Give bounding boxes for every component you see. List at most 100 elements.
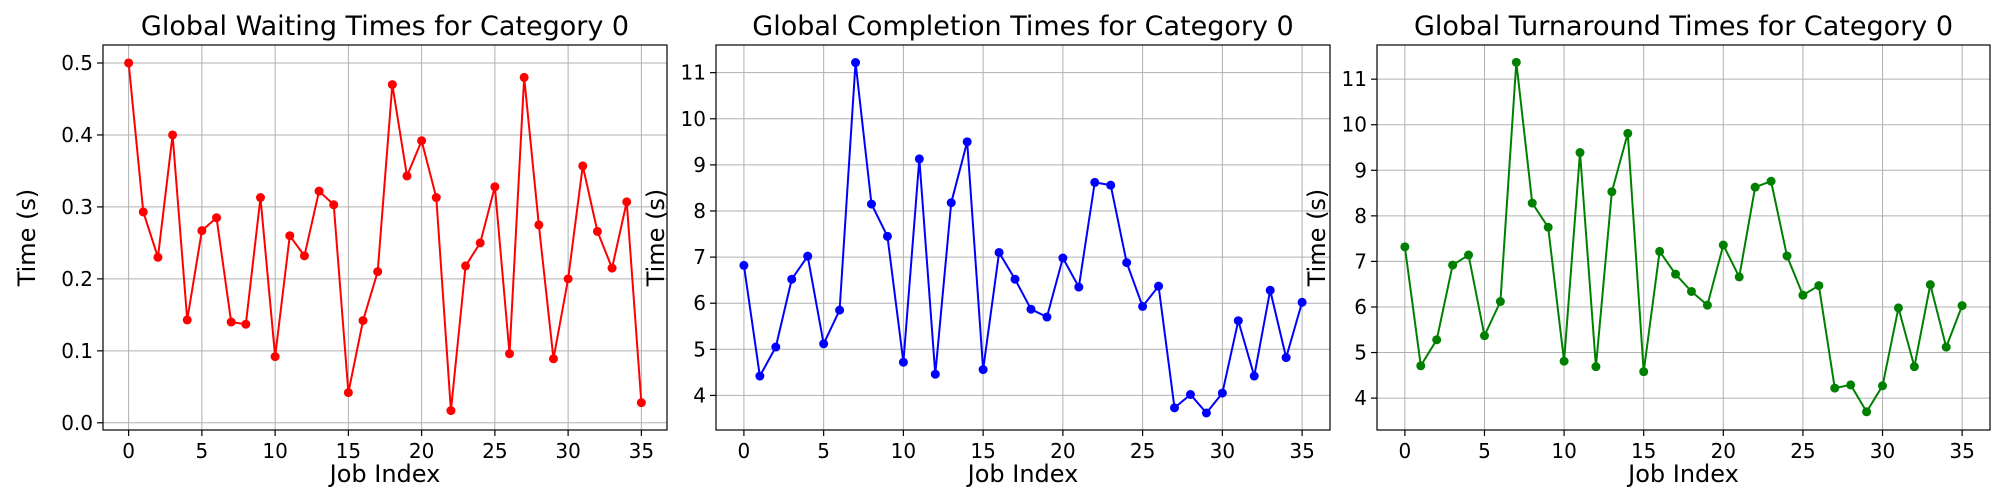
completion-x-tick-label: 10 (891, 439, 916, 463)
turnaround-data-point (1686, 286, 1696, 296)
waiting-x-tick-label: 35 (629, 439, 654, 463)
completion-x-tick-label: 35 (1289, 439, 1314, 463)
completion-data-point (787, 274, 797, 284)
turnaround-data-point (1830, 383, 1840, 393)
completion-data-point (1170, 403, 1180, 413)
completion-data-point (914, 154, 924, 164)
turnaround-y-tick-label: 5 (1354, 341, 1367, 365)
waiting-x-tick-label: 5 (196, 439, 209, 463)
completion-data-point (1010, 274, 1020, 284)
completion-data-point (882, 231, 892, 241)
waiting-data-point (285, 231, 295, 241)
waiting-x-tick-label: 0 (122, 439, 135, 463)
waiting-times-chart: 0 5 10 15 20 25 30 35 0.0 0.1 0.2 0.3 0.4 0.5 Global W… (13, 11, 668, 488)
turnaround-y-tick-label: 11 (1342, 67, 1367, 91)
waiting-data-point (417, 136, 427, 146)
turnaround-times-chart: 0 5 10 15 20 25 30 35 4 5 6 7 8 9 10 11 Global Turnaroun… (1303, 11, 1991, 488)
waiting-x-tick-label: 15 (336, 439, 361, 463)
turnaround-y-tick-label: 6 (1354, 295, 1367, 319)
turnaround-y-tick-label: 7 (1354, 249, 1367, 273)
completion-y-tick-label: 9 (693, 153, 706, 177)
completion-data-point (771, 342, 781, 352)
waiting-x-tick-label: 25 (482, 439, 507, 463)
waiting-data-point (534, 220, 544, 230)
turnaround-chart-title: Global Turnaround Times for Category 0 (1414, 11, 1953, 42)
turnaround-data-point (1607, 187, 1617, 197)
completion-data-point (1249, 371, 1259, 381)
waiting-data-point (329, 200, 339, 210)
turnaround-y-tick-label: 10 (1342, 113, 1367, 137)
completion-series-line (742, 61, 1304, 414)
completion-data-point (1138, 301, 1148, 311)
completion-data-point (962, 137, 972, 147)
completion-data-point (946, 198, 956, 208)
turnaround-data-point (1432, 335, 1442, 345)
waiting-data-point (548, 354, 558, 364)
turnaround-data-point (1702, 300, 1712, 310)
completion-chart-title: Global Completion Times for Category 0 (752, 11, 1293, 42)
waiting-data-point (519, 72, 529, 82)
waiting-y-tick-label: 0.5 (61, 51, 93, 75)
waiting-y-tick-label: 0.1 (61, 339, 93, 363)
waiting-data-point (343, 388, 353, 398)
turnaround-data-point (1416, 361, 1426, 371)
completion-plot-frame (715, 44, 1331, 431)
waiting-data-point (358, 316, 368, 326)
completion-data-point (978, 365, 988, 375)
waiting-data-point (241, 319, 251, 329)
turnaround-data-point (1862, 407, 1872, 417)
waiting-data-point (226, 317, 236, 327)
turnaround-data-point (1479, 331, 1489, 341)
completion-data-point (1201, 408, 1211, 418)
completion-data-point (1233, 316, 1243, 326)
waiting-plot-frame (102, 44, 668, 431)
turnaround-data-point (1766, 176, 1776, 186)
completion-y-tick-label: 4 (693, 383, 706, 407)
waiting-data-point (475, 238, 485, 248)
turnaround-data-point (1893, 303, 1903, 313)
turnaround-data-point (1782, 251, 1792, 261)
turnaround-y-tick-label: 8 (1354, 204, 1367, 228)
waiting-data-point (197, 226, 207, 236)
turnaround-series-line (1403, 61, 1964, 413)
turnaround-x-tick-label: 0 (1398, 439, 1411, 463)
completion-x-tick-label: 0 (738, 439, 751, 463)
completion-data-point (755, 371, 765, 381)
turnaround-data-point (1909, 362, 1919, 372)
waiting-data-point (446, 406, 456, 416)
completion-data-point (930, 369, 940, 379)
completion-x-tick-label: 15 (970, 439, 995, 463)
waiting-data-point (402, 171, 412, 181)
waiting-data-point (607, 263, 617, 273)
completion-y-tick-label: 10 (681, 107, 706, 131)
completion-x-tick-label: 30 (1210, 439, 1235, 463)
turnaround-data-point (1448, 260, 1458, 270)
completion-data-point (1090, 177, 1100, 187)
completion-data-point (1281, 353, 1291, 363)
completion-data-point (851, 58, 861, 68)
completion-data-point (1185, 389, 1195, 399)
turnaround-y-tick-label: 9 (1354, 158, 1367, 182)
turnaround-data-point (1623, 128, 1633, 138)
waiting-data-point (124, 58, 134, 68)
waiting-data-point (212, 213, 222, 223)
completion-data-point (1026, 304, 1036, 314)
completion-y-tick-label: 11 (681, 61, 706, 85)
completion-x-tick-label: 5 (817, 439, 830, 463)
completion-data-point (1042, 312, 1052, 322)
turnaround-plot-frame (1376, 44, 1991, 431)
completion-data-point (1265, 285, 1275, 295)
turnaround-data-point (1941, 342, 1951, 352)
turnaround-data-point (1575, 148, 1585, 158)
waiting-data-point (636, 398, 646, 408)
waiting-chart-title: Global Waiting Times for Category 0 (141, 11, 629, 42)
waiting-data-point (255, 193, 265, 203)
waiting-x-axis-label: Job Index (328, 460, 441, 488)
turnaround-data-point (1734, 272, 1744, 282)
completion-data-point (1074, 282, 1084, 292)
completion-data-point (803, 251, 813, 261)
completion-data-point (1106, 180, 1116, 190)
turnaround-data-point (1591, 362, 1601, 372)
waiting-data-point (314, 186, 324, 196)
waiting-data-point (373, 267, 383, 277)
